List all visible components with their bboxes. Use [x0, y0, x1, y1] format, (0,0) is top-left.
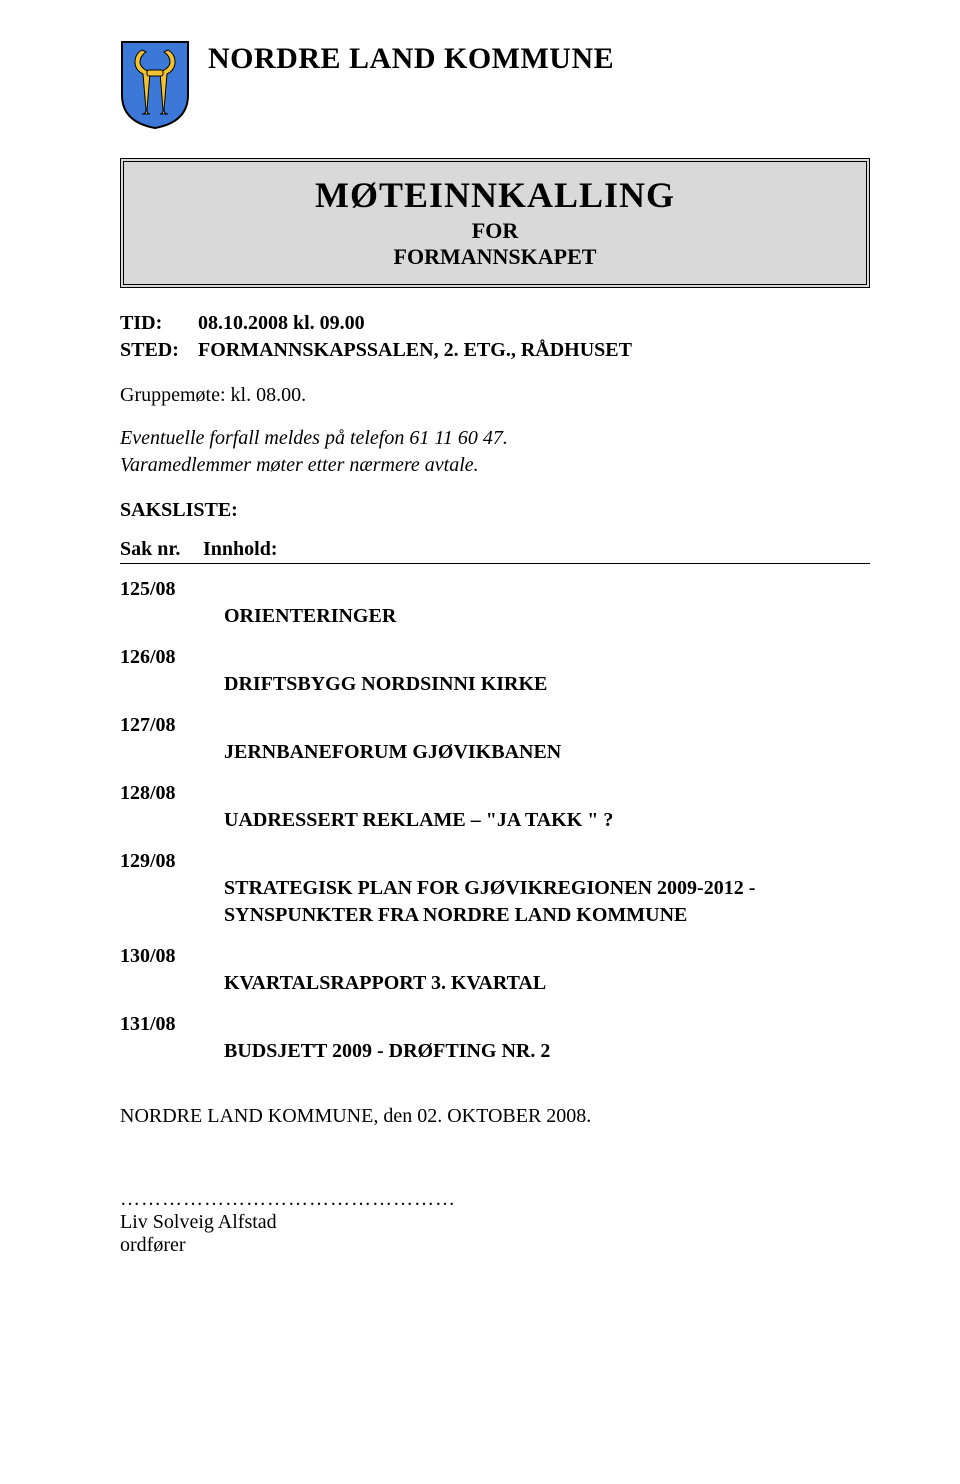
- sak-num: 130/08: [120, 945, 870, 968]
- notes-block: Eventuelle forfall meldes på telefon 61 …: [120, 425, 870, 479]
- tid-label: TID:: [120, 310, 198, 337]
- sak-num: 125/08: [120, 578, 870, 601]
- sak-item: 129/08 STRATEGISK PLAN FOR GJØVIKREGIONE…: [120, 850, 870, 929]
- sak-header-col1: Sak nr.: [120, 538, 198, 561]
- sak-title: JERNBANEFORUM GJØVIKBANEN: [224, 739, 870, 766]
- sak-title: STRATEGISK PLAN FOR GJØVIKREGIONEN 2009-…: [224, 875, 870, 929]
- sak-header-col2: Innhold:: [203, 538, 278, 560]
- notice-box: MØTEINNKALLING FOR FORMANNSKAPET: [120, 158, 870, 288]
- saksliste-label: SAKSLISTE:: [120, 499, 870, 522]
- page-container: NORDRE LAND KOMMUNE MØTEINNKALLING FOR F…: [0, 0, 960, 1297]
- org-title: NORDRE LAND KOMMUNE: [208, 42, 614, 76]
- sak-title: DRIFTSBYGG NORDSINNI KIRKE: [224, 671, 870, 698]
- sak-title: UADRESSERT REKLAME – "JA TAKK " ?: [224, 807, 870, 834]
- sak-title: ORIENTERINGER: [224, 603, 870, 630]
- signature-name: Liv Solveig Alfstad: [120, 1211, 870, 1234]
- notes-line-1: Eventuelle forfall meldes på telefon 61 …: [120, 425, 870, 452]
- sak-item: 128/08 UADRESSERT REKLAME – "JA TAKK " ?: [120, 782, 870, 834]
- sak-list: 125/08 ORIENTERINGER 126/08 DRIFTSBYGG N…: [120, 578, 870, 1065]
- sak-item: 130/08 KVARTALSRAPPORT 3. KVARTAL: [120, 945, 870, 997]
- sak-item: 131/08 BUDSJETT 2009 - DRØFTING NR. 2: [120, 1013, 870, 1065]
- meta-row-tid: TID: 08.10.2008 kl. 09.00: [120, 310, 870, 337]
- header-row: NORDRE LAND KOMMUNE: [120, 40, 870, 130]
- sak-title: BUDSJETT 2009 - DRØFTING NR. 2: [224, 1038, 870, 1065]
- sak-num: 128/08: [120, 782, 870, 805]
- sak-header: Sak nr. Innhold:: [120, 538, 870, 564]
- tid-value: 08.10.2008 kl. 09.00: [198, 310, 365, 337]
- signature-role: ordfører: [120, 1234, 870, 1257]
- signature-block: ………………………………………… Liv Solveig Alfstad ord…: [120, 1188, 870, 1257]
- sak-num: 131/08: [120, 1013, 870, 1036]
- notice-body-name: FORMANNSKAPET: [134, 244, 856, 270]
- sak-item: 125/08 ORIENTERINGER: [120, 578, 870, 630]
- signature-dots: …………………………………………: [120, 1188, 870, 1211]
- sak-num: 127/08: [120, 714, 870, 737]
- sak-num: 129/08: [120, 850, 870, 873]
- sak-item: 127/08 JERNBANEFORUM GJØVIKBANEN: [120, 714, 870, 766]
- notice-title: MØTEINNKALLING: [134, 174, 856, 216]
- municipal-crest-icon: [120, 40, 190, 130]
- meta-row-sted: STED: FORMANNSKAPSSALEN, 2. ETG., RÅDHUS…: [120, 337, 870, 364]
- sted-value: FORMANNSKAPSSALEN, 2. ETG., RÅDHUSET: [198, 337, 632, 364]
- sted-label: STED:: [120, 337, 198, 364]
- meta-block: TID: 08.10.2008 kl. 09.00 STED: FORMANNS…: [120, 310, 870, 364]
- group-meeting-line: Gruppemøte: kl. 08.00.: [120, 384, 870, 407]
- sak-num: 126/08: [120, 646, 870, 669]
- notice-for-label: FOR: [134, 218, 856, 244]
- sak-title: KVARTALSRAPPORT 3. KVARTAL: [224, 970, 870, 997]
- sak-item: 126/08 DRIFTSBYGG NORDSINNI KIRKE: [120, 646, 870, 698]
- notes-line-2: Varamedlemmer møter etter nærmere avtale…: [120, 452, 870, 479]
- footer-place-date: NORDRE LAND KOMMUNE, den 02. OKTOBER 200…: [120, 1105, 870, 1128]
